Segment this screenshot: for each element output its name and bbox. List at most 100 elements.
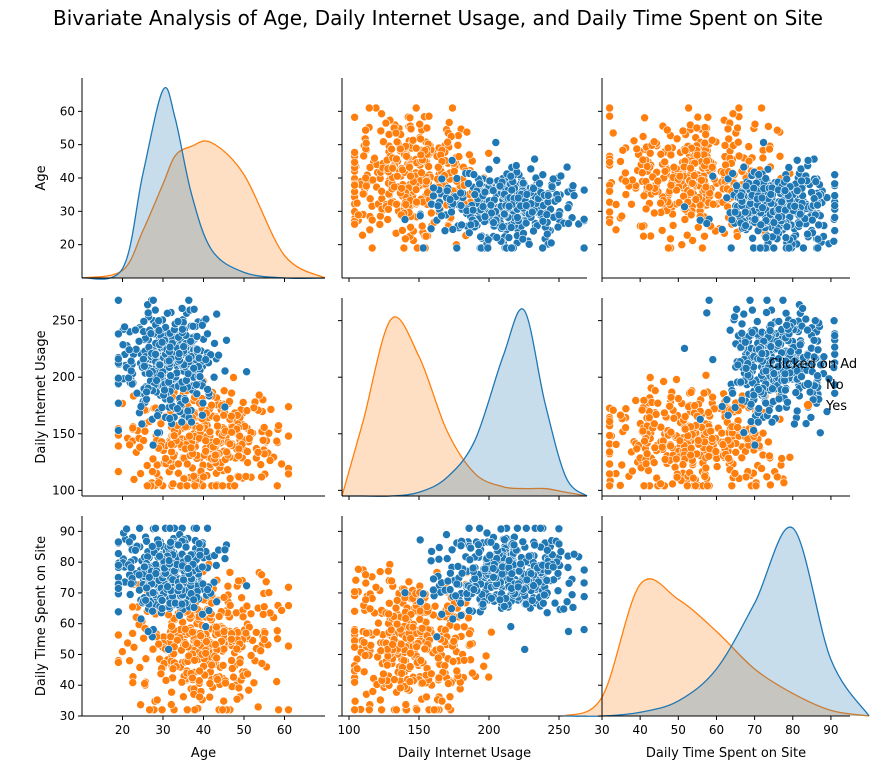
scatter-point-no [543,191,553,200]
scatter-point-no [797,372,806,381]
scatter-point-yes [219,593,229,602]
scatter-point-yes [605,158,614,167]
scatter-point-no [754,170,764,179]
scatter-point-no [737,328,747,338]
scatter-point-yes [128,629,137,638]
scatter-point-yes [664,243,673,253]
scatter-point-yes [605,103,614,113]
y-tick-label: 30 [60,204,75,218]
scatter-point-no [195,550,205,560]
scatter-point-no [201,355,210,364]
scatter-point-no [507,569,517,579]
scatter-point-yes [627,200,636,209]
scatter-point-no [464,523,474,533]
scatter-point-no [486,537,496,547]
scatter-point-no [568,181,578,190]
scatter-point-yes [383,215,393,224]
scatter-point-yes [605,481,614,491]
scatter-point-yes [408,136,418,145]
scatter-point-no [126,579,136,589]
scatter-point-yes [195,692,204,702]
scatter-point-yes [700,232,709,241]
scatter-point-no [451,591,460,601]
scatter-point-no [499,209,509,219]
scatter-point-yes [605,447,614,457]
scatter-point-yes [350,606,359,616]
scatter-point-no [750,215,760,224]
scatter-point-yes [129,475,139,484]
scatter-point-no [542,545,552,555]
scatter-point-no [830,170,840,179]
scatter-point-yes [354,564,363,574]
scatter-point-yes [465,150,474,160]
scatter-point-no [151,523,160,533]
scatter-point-yes [253,702,263,712]
scatter-point-no [174,582,184,592]
scatter-point-yes [785,452,795,462]
scatter-point-no [564,578,574,588]
scatter-point-no [429,183,438,193]
scatter-point-yes [227,656,236,665]
scatter-point-no [758,203,767,212]
scatter-point-yes [764,122,773,131]
scatter-point-yes [148,454,158,464]
scatter-point-yes [675,436,685,446]
scatter-point-yes [284,601,293,610]
scatter-point-no [513,213,522,222]
scatter-point-no [475,523,484,533]
scatter-point-yes [660,167,670,176]
scatter-point-yes [656,198,665,208]
scatter-point-yes [259,602,269,612]
scatter-point-yes [284,582,293,592]
scatter-point-no [708,355,718,364]
scatter-point-yes [611,440,621,449]
scatter-point-no [183,564,193,573]
scatter-point-no [212,309,221,319]
scatter-point-no [783,397,792,407]
scatter-point-no [506,622,516,631]
scatter-point-no [782,320,792,330]
scatter-point-yes [202,637,211,646]
scatter-point-yes [221,678,230,688]
figure-title: Bivariate Analysis of Age, Daily Interne… [53,6,823,30]
scatter-point-yes [713,190,723,200]
y-tick-label: 80 [60,555,75,569]
scatter-point-no [739,428,749,437]
scatter-point-no [114,295,123,305]
scatter-point-no [220,402,230,412]
scatter-point-yes [223,465,232,475]
scatter-point-no [429,574,438,584]
scatter-point-yes [284,641,293,651]
scatter-point-yes [693,223,703,232]
scatter-point-yes [167,621,176,631]
scatter-point-yes [724,134,734,144]
scatter-point-yes [251,628,261,637]
scatter-point-yes [199,472,208,482]
scatter-point-no [748,305,757,315]
scatter-point-yes [718,440,728,449]
scatter-point-yes [605,218,614,227]
scatter-point-yes [379,137,388,146]
scatter-point-yes [686,450,695,460]
scatter-point-yes [167,700,176,709]
scatter-point-no [469,170,479,179]
scatter-point-no [556,547,566,556]
scatter-point-yes [708,200,718,209]
scatter-point-yes [424,162,433,171]
scatter-point-yes [674,394,683,403]
scatter-point-yes [135,663,145,672]
scatter-point-no [478,202,488,211]
scatter-point-yes [195,666,204,676]
scatter-point-no [790,419,799,429]
scatter-point-yes [772,472,782,482]
scatter-point-no [786,347,795,356]
scatter-point-yes [444,118,454,127]
kde-line-no [81,87,326,280]
scatter-point-no [567,590,577,600]
scatter-point-no [148,440,158,450]
scatter-point-no [434,554,444,564]
scatter-point-no [538,170,548,179]
scatter-point-no [521,523,531,533]
scatter-point-yes [114,630,123,640]
